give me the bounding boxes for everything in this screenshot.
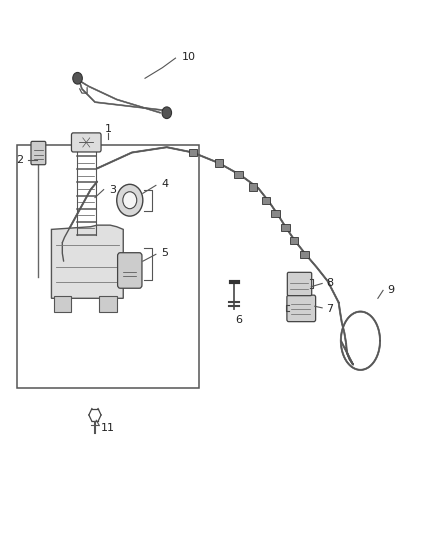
Bar xyxy=(249,183,257,191)
Circle shape xyxy=(123,192,137,209)
FancyBboxPatch shape xyxy=(31,141,46,165)
Text: 3: 3 xyxy=(109,184,116,195)
Bar xyxy=(261,197,270,204)
Text: 2: 2 xyxy=(16,156,23,165)
Bar xyxy=(53,296,71,312)
Text: 8: 8 xyxy=(326,278,334,288)
Text: 4: 4 xyxy=(161,179,168,189)
Circle shape xyxy=(162,107,172,118)
Bar xyxy=(99,296,117,312)
Circle shape xyxy=(117,184,143,216)
Bar xyxy=(17,144,199,389)
Text: 11: 11 xyxy=(101,423,115,433)
Text: 10: 10 xyxy=(181,52,195,62)
Bar xyxy=(271,210,280,217)
Bar xyxy=(281,223,290,231)
Text: 9: 9 xyxy=(387,285,395,295)
Text: 6: 6 xyxy=(235,314,242,325)
Bar xyxy=(188,149,197,156)
Text: 1: 1 xyxy=(105,124,112,134)
Text: 7: 7 xyxy=(326,304,334,314)
Bar xyxy=(290,237,298,244)
Circle shape xyxy=(73,72,82,84)
Polygon shape xyxy=(51,225,123,298)
Bar xyxy=(215,159,223,167)
Bar xyxy=(234,171,243,179)
FancyBboxPatch shape xyxy=(287,272,312,296)
FancyBboxPatch shape xyxy=(117,253,142,288)
FancyBboxPatch shape xyxy=(71,133,101,152)
Bar xyxy=(300,251,309,258)
FancyBboxPatch shape xyxy=(287,295,316,321)
Text: 5: 5 xyxy=(161,248,168,259)
